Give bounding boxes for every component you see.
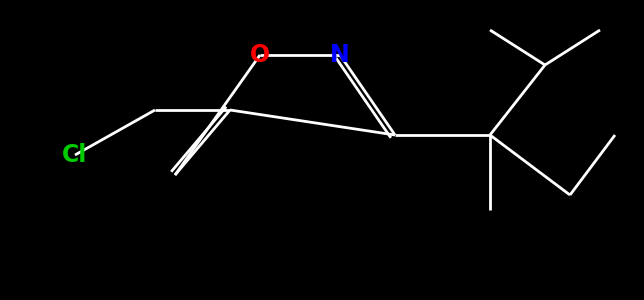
Text: N: N <box>330 43 350 67</box>
Text: Cl: Cl <box>62 143 88 167</box>
Text: O: O <box>250 43 270 67</box>
